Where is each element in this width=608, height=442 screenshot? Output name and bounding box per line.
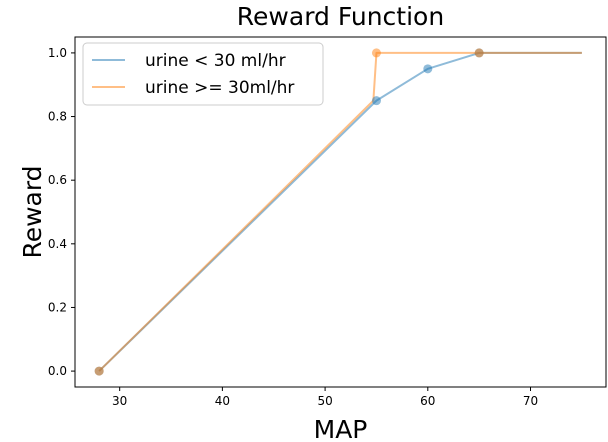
x-tick-label: 50	[317, 394, 332, 408]
y-tick-label: 0.8	[48, 110, 67, 124]
x-axis-label: MAP	[314, 415, 368, 442]
x-tick-label: 40	[215, 394, 230, 408]
x-tick-label: 30	[112, 394, 127, 408]
legend-box	[82, 42, 324, 106]
plot-frame	[74, 36, 607, 388]
y-axis-label: Reward	[18, 165, 47, 258]
series-1-point	[371, 96, 381, 106]
series-2-point	[371, 48, 381, 58]
y-tick-label: 0.0	[48, 364, 67, 378]
legend: urine < 30 ml/hr urine >= 30ml/hr	[82, 42, 324, 106]
x-tick-label: 70	[523, 394, 538, 408]
legend-label-2: urine >= 30ml/hr	[145, 78, 294, 98]
y-tick-label: 0.4	[48, 237, 67, 251]
series-2-point	[94, 366, 104, 376]
chart-title: Reward Function	[237, 2, 444, 31]
series-1-point	[423, 64, 433, 74]
legend-label-1: urine < 30 ml/hr	[145, 51, 286, 71]
axis-ticks: 30 40 50 60 70 0.0 0.2 0.4 0.6 0.8 1.0	[48, 46, 538, 408]
y-tick-label: 0.2	[48, 300, 67, 314]
series-2-point	[474, 48, 484, 58]
x-tick-label: 60	[420, 394, 435, 408]
y-tick-label: 1.0	[48, 46, 67, 60]
y-tick-label: 0.6	[48, 173, 67, 187]
series-markers	[94, 48, 484, 376]
